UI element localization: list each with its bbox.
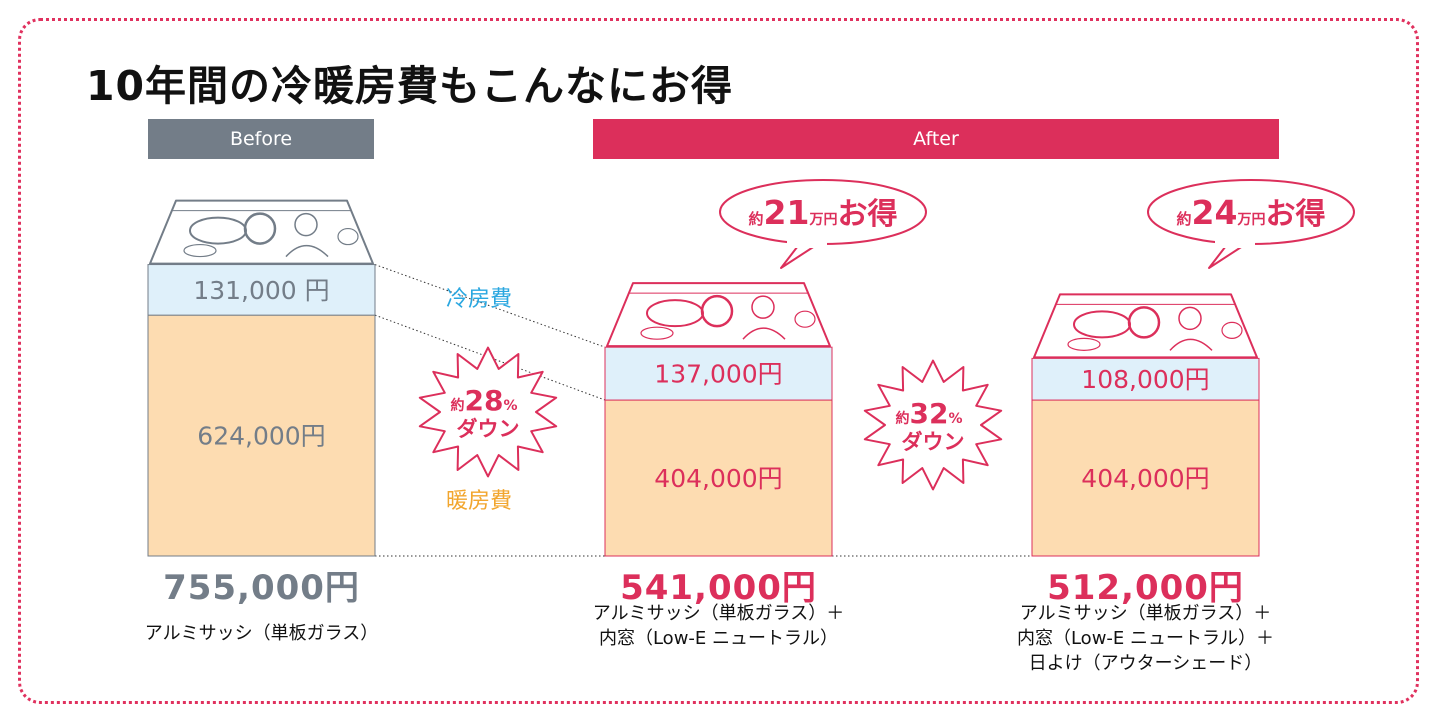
cooling-value-label: 131,000 円 [193, 276, 329, 305]
heating-value-label: 404,000円 [1081, 464, 1209, 493]
cooling-bar [604, 346, 833, 401]
caption-line: アルミサッシ（単板ガラス）＋ [592, 603, 845, 624]
reduction-starburst: 約28%ダウン [418, 346, 558, 478]
caption-line: 内窓（Low-E ニュートラル）＋ [1016, 628, 1275, 649]
reduction-label: ダウン [457, 417, 520, 441]
caption-line: アルミサッシ（単板ガラス） [144, 623, 379, 644]
savings-bubble: 約21万円お得 [719, 179, 927, 269]
starburst-icon [863, 359, 1003, 491]
total-before: 755,000円 [163, 568, 360, 608]
savings-amount: 約21万円お得 [749, 193, 898, 232]
banknote-1000-yen-icon [1033, 293, 1258, 359]
caption-line: 内窓（Low-E ニュートラル） [598, 628, 839, 649]
reduction-starburst: 約32%ダウン [863, 359, 1003, 491]
cooling-value-label: 137,000円 [654, 360, 782, 389]
cooling-bar [147, 264, 376, 316]
dotted-frame [18, 18, 1419, 704]
cooling-value-label: 108,000円 [1081, 365, 1209, 394]
banknote-1000-yen-icon [606, 282, 831, 348]
total-after-2: 512,000円 [1047, 568, 1244, 608]
cooling-bar [1031, 357, 1260, 401]
reduction-percent: 約28% [451, 384, 518, 417]
connector-line [374, 314, 606, 401]
savings-amount: 約24万円お得 [1177, 193, 1326, 232]
legend-heating: 暖房費 [446, 489, 512, 514]
caption-after-1: アルミサッシ（単板ガラス）＋ 内窓（Low-E ニュートラル） [555, 601, 882, 651]
caption-line: 日よけ（アウターシェード） [1028, 653, 1263, 674]
banknote-1000-yen-icon [149, 199, 374, 265]
heating-value-label: 404,000円 [654, 464, 782, 493]
legend-cooling: 冷房費 [446, 287, 512, 312]
caption-after-2: アルミサッシ（単板ガラス）＋ 内窓（Low-E ニュートラル）＋ 日よけ（アウタ… [982, 601, 1309, 676]
reduction-label: ダウン [902, 430, 965, 454]
connector-line [374, 264, 606, 348]
heating-bar [604, 399, 833, 557]
reduction-percent: 約32% [896, 397, 963, 430]
after-header-band: After [593, 119, 1279, 159]
caption-before: アルミサッシ（単板ガラス） [98, 621, 425, 646]
starburst-icon [418, 346, 558, 478]
savings-bubble: 約24万円お得 [1147, 179, 1355, 269]
total-after-1: 541,000円 [620, 568, 817, 608]
page-title: 10年間の冷暖房費もこんなにお得 [86, 62, 734, 110]
before-header-band: Before [148, 119, 374, 159]
heating-value-label: 624,000円 [197, 422, 325, 451]
heating-bar [147, 314, 376, 557]
caption-line: アルミサッシ（単板ガラス）＋ [1019, 603, 1272, 624]
heating-bar [1031, 399, 1260, 557]
